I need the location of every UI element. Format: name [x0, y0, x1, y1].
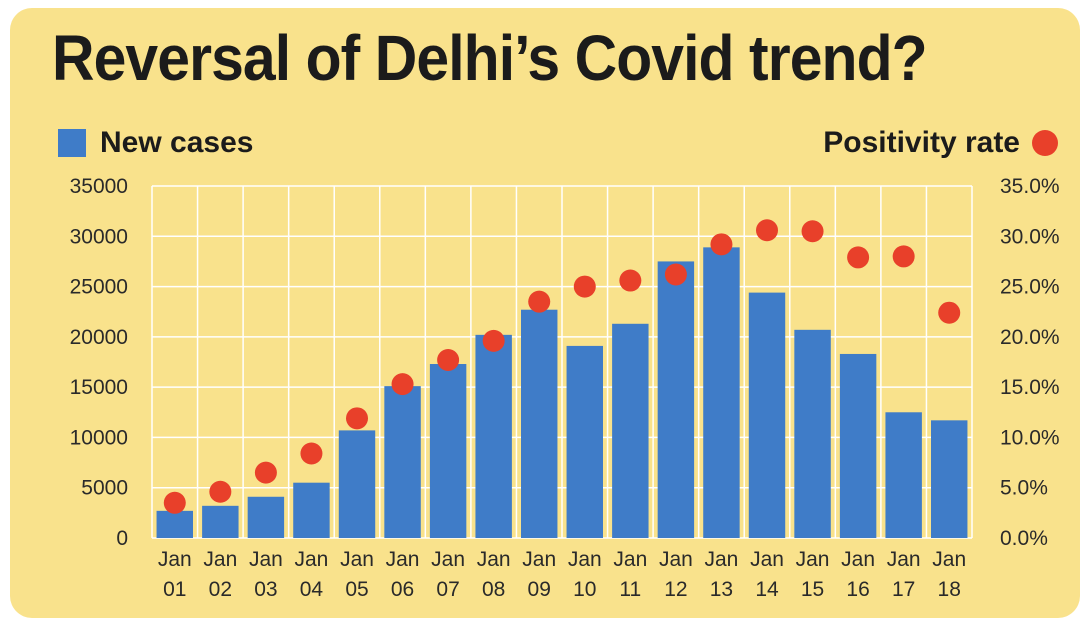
x-tick-label-month: Jan — [158, 548, 192, 571]
x-tick-label-month: Jan — [431, 548, 465, 571]
x-tick-label-day: 06 — [391, 578, 414, 601]
point-positivity-rate — [892, 245, 915, 268]
x-tick-label-day: 14 — [755, 578, 779, 601]
bar-new-cases — [748, 292, 786, 538]
x-tick-label-month: Jan — [522, 548, 556, 571]
bar-new-cases — [475, 334, 512, 538]
point-positivity-rate — [482, 329, 505, 352]
point-positivity-rate — [664, 263, 687, 286]
bar-new-cases — [338, 430, 376, 538]
legend-new-cases-label: New cases — [100, 126, 254, 159]
y-right-tick-label: 10.0% — [1000, 426, 1060, 449]
x-tick-label-day: 12 — [664, 578, 687, 601]
y-left-tick-label: 15000 — [70, 376, 128, 399]
point-positivity-rate — [938, 301, 961, 324]
x-tick-label-day: 09 — [528, 578, 551, 601]
bar-new-cases — [566, 345, 603, 538]
point-positivity-rate — [573, 275, 596, 298]
x-tick-label-month: Jan — [796, 548, 830, 571]
point-positivity-rate — [209, 480, 232, 503]
x-tick-label-month: Jan — [386, 548, 420, 571]
point-positivity-rate — [619, 269, 642, 292]
x-tick-label-day: 10 — [573, 578, 596, 601]
bar-new-cases — [202, 505, 239, 538]
point-positivity-rate — [801, 220, 824, 243]
x-tick-label-day: 04 — [300, 578, 324, 601]
x-tick-label-month: Jan — [249, 548, 283, 571]
legend-new-cases: New cases — [58, 126, 253, 160]
y-left-tick-label: 25000 — [70, 276, 128, 299]
point-positivity-rate — [710, 233, 733, 256]
x-tick-label-day: 15 — [801, 578, 824, 601]
point-positivity-rate — [254, 461, 277, 484]
bar-new-cases — [429, 364, 467, 538]
point-positivity-rate — [346, 407, 368, 430]
x-tick-label-day: 18 — [938, 578, 961, 601]
x-tick-label-month: Jan — [613, 548, 647, 571]
legend-bar-swatch — [58, 129, 86, 157]
x-tick-label-day: 08 — [482, 578, 505, 601]
point-positivity-rate — [847, 246, 870, 269]
x-tick-label-day: 11 — [619, 578, 641, 601]
x-tick-label-month: Jan — [705, 548, 739, 571]
x-tick-label-day: 03 — [254, 578, 277, 601]
x-tick-label-month: Jan — [295, 548, 329, 571]
y-right-tick-label: 25.0% — [1000, 276, 1060, 299]
point-positivity-rate — [300, 442, 323, 465]
legend-positivity-label: Positivity rate — [823, 126, 1020, 159]
x-tick-label-month: Jan — [841, 548, 875, 571]
y-right-tick-label: 5.0% — [1000, 477, 1048, 500]
bar-new-cases — [839, 353, 877, 538]
point-positivity-rate — [391, 373, 414, 396]
y-left-tick-label: 30000 — [70, 225, 128, 248]
bar-new-cases — [521, 309, 558, 538]
y-right-tick-label: 30.0% — [1000, 225, 1060, 248]
bar-new-cases — [794, 329, 831, 538]
y-left-tick-label: 5000 — [81, 477, 128, 500]
x-tick-label-day: 07 — [436, 578, 459, 601]
x-tick-label-month: Jan — [568, 548, 602, 571]
bar-new-cases — [703, 247, 740, 538]
bar-new-cases — [612, 323, 649, 538]
x-tick-label-day: 01 — [163, 578, 186, 601]
y-left-tick-label: 0 — [116, 527, 128, 550]
bar-new-cases — [384, 386, 421, 538]
y-left-tick-label: 10000 — [70, 426, 128, 449]
x-tick-label-month: Jan — [477, 548, 511, 571]
y-left-tick-label: 20000 — [70, 326, 128, 349]
point-positivity-rate — [163, 491, 186, 514]
bar-new-cases — [657, 261, 695, 538]
y-right-tick-label: 15.0% — [1000, 376, 1060, 399]
bar-new-cases — [931, 420, 968, 538]
y-right-tick-label: 20.0% — [1000, 326, 1060, 349]
x-tick-label-month: Jan — [659, 548, 693, 571]
x-tick-label-month: Jan — [932, 548, 966, 571]
point-positivity-rate — [756, 219, 778, 242]
x-tick-label-month: Jan — [340, 548, 374, 571]
y-right-tick-label: 0.0% — [1000, 527, 1048, 550]
x-tick-label-day: 17 — [892, 578, 915, 601]
x-tick-label-day: 13 — [710, 578, 733, 601]
legend-dot-swatch — [1032, 130, 1058, 156]
bar-new-cases — [885, 412, 922, 538]
bar-new-cases — [156, 510, 193, 538]
bar-new-cases — [293, 482, 330, 538]
bar-new-cases — [247, 496, 285, 538]
point-positivity-rate — [437, 348, 460, 371]
legend-positivity-rate: Positivity rate — [823, 126, 1058, 160]
y-left-tick-label: 35000 — [70, 175, 128, 198]
y-right-tick-label: 35.0% — [1000, 175, 1060, 198]
x-tick-label-month: Jan — [887, 548, 921, 571]
x-tick-label-day: 16 — [846, 578, 869, 601]
point-positivity-rate — [528, 290, 551, 313]
x-tick-label-day: 05 — [345, 578, 368, 601]
x-tick-label-month: Jan — [203, 548, 237, 571]
x-tick-label-month: Jan — [750, 548, 784, 571]
chart-title: Reversal of Delhi’s Covid trend? — [52, 22, 928, 94]
x-tick-label-day: 02 — [209, 578, 232, 601]
